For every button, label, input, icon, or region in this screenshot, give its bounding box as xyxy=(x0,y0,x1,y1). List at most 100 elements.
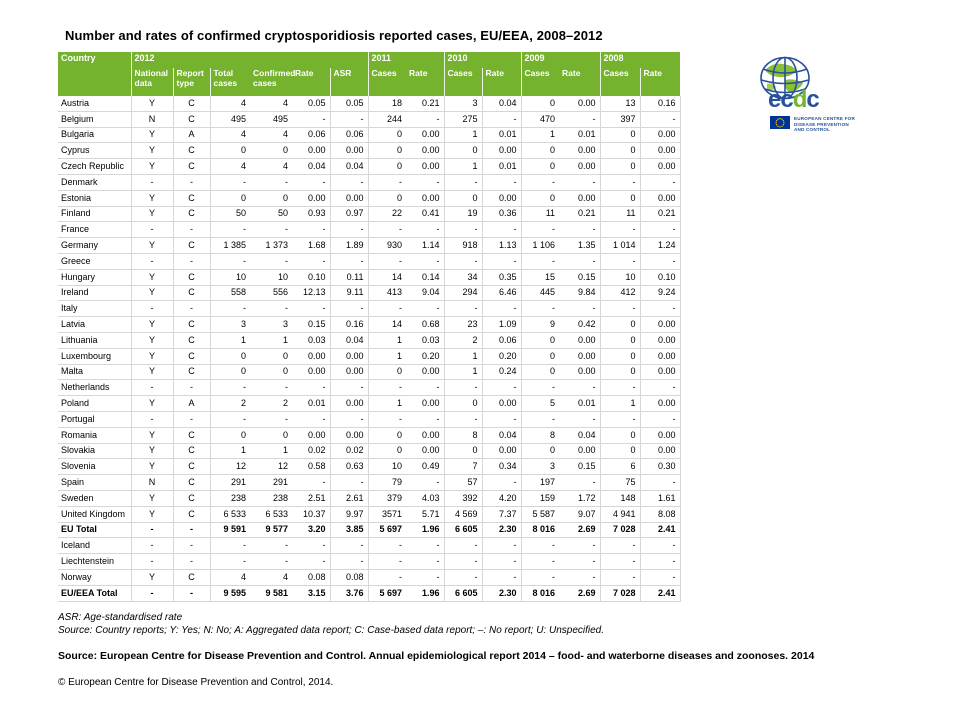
value-cell: 0.00 xyxy=(481,443,522,460)
value-cell: C xyxy=(172,269,210,286)
value-cell: - xyxy=(130,537,173,555)
value-cell: - xyxy=(559,253,601,270)
value-cell: - xyxy=(481,553,522,570)
value-cell: 275 xyxy=(443,111,483,128)
value-cell: 0.04 xyxy=(329,158,369,175)
country-cell: Lithuania xyxy=(58,332,131,349)
page-title: Number and rates of confirmed cryptospor… xyxy=(65,28,603,43)
value-cell: - xyxy=(639,537,681,555)
value-cell: Y xyxy=(130,190,173,207)
value-cell: - xyxy=(481,300,522,318)
value-cell: - xyxy=(172,537,210,555)
ecdc-wordmark: ecdc xyxy=(768,86,820,113)
value-cell: 244 xyxy=(367,111,407,128)
value-cell: 0.01 xyxy=(559,395,601,412)
value-cell: 3 xyxy=(250,316,292,333)
value-cell: - xyxy=(329,221,369,239)
value-cell: - xyxy=(292,300,330,318)
value-cell: 3.85 xyxy=(329,522,369,539)
value-cell: 0.00 xyxy=(481,395,522,412)
value-cell: 159 xyxy=(520,490,560,507)
value-cell: 930 xyxy=(367,237,407,254)
value-cell: 11 xyxy=(599,206,641,223)
value-cell: C xyxy=(172,316,210,333)
value-cell: 0 xyxy=(209,142,250,160)
country-cell: Liechtenstein xyxy=(58,553,131,570)
value-cell: 0.04 xyxy=(292,158,330,175)
header-year-2012: 2012 xyxy=(130,52,369,68)
value-cell: - xyxy=(209,253,250,270)
value-cell: - xyxy=(639,221,681,239)
value-cell: 0.34 xyxy=(481,458,522,476)
value-cell: - xyxy=(481,379,522,397)
value-cell: 470 xyxy=(520,111,560,128)
table-row: France - - - - - - - - - - - - - - xyxy=(58,221,681,239)
value-cell: 0.00 xyxy=(406,190,445,207)
value-cell: Y xyxy=(130,506,173,523)
value-cell: C xyxy=(172,206,210,223)
value-cell: C xyxy=(172,443,210,460)
country-cell: Austria xyxy=(58,96,131,112)
value-cell: C xyxy=(172,490,210,507)
value-cell: 10 xyxy=(250,269,292,286)
value-cell: 0.00 xyxy=(559,158,601,175)
value-cell: 12 xyxy=(209,458,250,476)
value-cell: Y xyxy=(130,427,173,444)
table-row: Portugal - - - - - - - - - - - - - - xyxy=(58,411,681,428)
table-row: Greece - - - - - - - - - - - - - - xyxy=(58,253,681,270)
value-cell: - xyxy=(639,379,681,397)
value-cell: 0.00 xyxy=(639,443,681,460)
value-cell: - xyxy=(130,379,173,397)
value-cell: - xyxy=(172,253,210,270)
value-cell: Y xyxy=(130,395,173,412)
wordmark-c2: c xyxy=(806,86,819,113)
value-cell: 0.00 xyxy=(406,142,445,160)
value-cell: 0.15 xyxy=(559,458,601,476)
value-cell: - xyxy=(520,300,560,318)
value-cell: 0.93 xyxy=(292,206,330,223)
value-cell: 1.72 xyxy=(559,490,601,507)
value-cell: - xyxy=(559,221,601,239)
table-row: Ireland Y C 558 556 12.13 9.11 413 9.04 294 6.46 44… xyxy=(58,285,681,302)
value-cell: - xyxy=(520,537,560,555)
value-cell: 6 533 xyxy=(250,506,292,523)
wordmark-d: d xyxy=(792,86,808,113)
value-cell: 0.16 xyxy=(329,316,369,333)
value-cell: 0.00 xyxy=(329,364,369,381)
value-cell: - xyxy=(209,174,250,191)
value-cell: 0 xyxy=(520,348,560,365)
country-cell: Finland xyxy=(58,206,131,223)
value-cell: - xyxy=(172,300,210,318)
value-cell: 8 016 xyxy=(520,585,560,602)
value-cell: 1 xyxy=(443,127,483,144)
value-cell: - xyxy=(639,253,681,270)
value-cell: 14 xyxy=(367,316,407,333)
value-cell: 918 xyxy=(443,237,483,254)
value-cell: 397 xyxy=(599,111,641,128)
value-cell: - xyxy=(329,553,369,570)
value-cell: 1 xyxy=(367,348,407,365)
value-cell: 0.00 xyxy=(559,443,601,460)
subheader-report-type: Report type xyxy=(172,68,210,96)
value-cell: 495 xyxy=(250,111,292,128)
table-row: Austria Y C 4 4 0.05 0.05 18 0.21 3 0.04 0 0.00 13 0.1… xyxy=(58,96,681,112)
value-cell: - xyxy=(481,474,522,491)
value-cell: 0 xyxy=(599,348,641,365)
value-cell: 1 014 xyxy=(599,237,641,254)
value-cell: 0.00 xyxy=(292,364,330,381)
value-cell: 9 591 xyxy=(209,522,250,539)
value-cell: - xyxy=(130,174,173,191)
value-cell: Y xyxy=(130,269,173,286)
value-cell: 6 533 xyxy=(209,506,250,523)
value-cell: 0.20 xyxy=(406,348,445,365)
value-cell: - xyxy=(559,474,601,491)
value-cell: 0.02 xyxy=(292,443,330,460)
value-cell: 0 xyxy=(367,427,407,444)
value-cell: 50 xyxy=(250,206,292,223)
value-cell: - xyxy=(406,221,445,239)
value-cell: 18 xyxy=(367,96,407,112)
value-cell: - xyxy=(172,522,210,539)
value-cell: 0.20 xyxy=(481,348,522,365)
value-cell: 0 xyxy=(599,364,641,381)
value-cell: 0.00 xyxy=(329,427,369,444)
